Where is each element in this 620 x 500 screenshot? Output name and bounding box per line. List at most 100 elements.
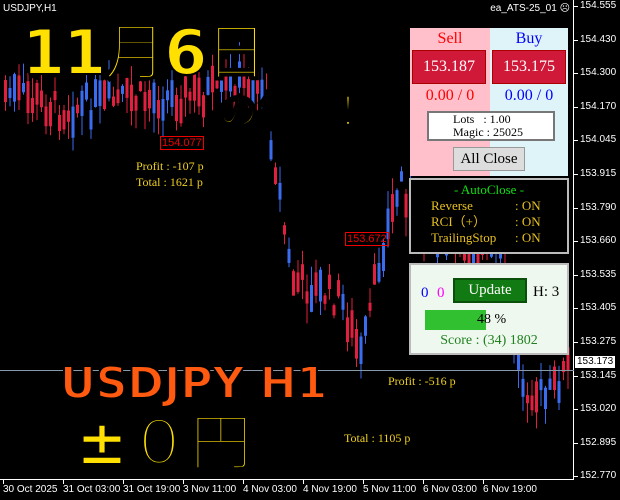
rci-value: : ON [515, 214, 541, 229]
sell-label: Sell [437, 30, 463, 47]
candle [553, 360, 556, 399]
candle [94, 73, 97, 108]
time-tick-label: 31 Oct 19:00 [123, 484, 181, 495]
candle [364, 315, 367, 344]
price-tick-label: 154.170 [580, 100, 617, 112]
price-tick-label: 153.145 [580, 369, 617, 381]
candle [530, 379, 534, 416]
time-tick-label: 4 Nov 03:00 [243, 484, 297, 495]
candle [242, 53, 246, 101]
candle [76, 97, 79, 118]
chart-symbol: USDJPY,H1 [3, 3, 57, 14]
candle [143, 81, 147, 130]
sell-button[interactable]: 153.187 [412, 50, 486, 84]
all-close-button[interactable]: All Close [453, 147, 525, 171]
candle [404, 189, 408, 237]
reverse-value: : ON [515, 198, 541, 213]
price-tick [574, 308, 578, 310]
candle [296, 260, 300, 294]
candle [346, 302, 349, 352]
candle [17, 64, 21, 111]
candle [62, 104, 66, 135]
magic-text: Magic : 25025 [453, 125, 523, 139]
price-tick-label: 154.430 [580, 33, 617, 45]
candle [89, 98, 93, 139]
candle [44, 94, 48, 135]
candle [152, 73, 156, 133]
time-tick [483, 480, 484, 484]
candle [337, 273, 340, 299]
candle [85, 73, 88, 102]
candle [526, 382, 529, 423]
time-tick [423, 480, 424, 484]
candle [215, 62, 219, 89]
candle [139, 75, 142, 92]
candle [557, 365, 561, 410]
candle [562, 357, 565, 381]
price-label: 153.672 [345, 232, 389, 246]
candle [8, 76, 12, 107]
candle [310, 266, 313, 313]
time-tick [303, 480, 304, 484]
buy-button[interactable]: 153.175 [492, 50, 566, 84]
price-tick [574, 241, 578, 243]
candle [35, 79, 39, 121]
overlay-result: の結果！ [217, 89, 379, 135]
candle [112, 86, 115, 108]
candle [269, 131, 273, 162]
price-tick [574, 140, 578, 142]
candle [121, 84, 124, 102]
price-tick [574, 174, 578, 175]
trailingstop-label: TrailingStop [431, 230, 497, 245]
price-tick [574, 274, 578, 276]
candle [193, 56, 196, 113]
candle [49, 97, 52, 136]
time-tick [363, 480, 364, 484]
candle [206, 70, 210, 96]
price-tick-label: 153.915 [580, 168, 617, 179]
autoclose-title: - AutoClose - [453, 182, 525, 197]
candle [247, 67, 250, 108]
price-tick-label: 154.300 [580, 67, 617, 79]
trailingstop-value: : ON [515, 230, 541, 245]
total-text: Total : 1621 p [136, 175, 203, 189]
candle [319, 266, 322, 316]
price-tick-label: 153.020 [580, 403, 617, 415]
progress-text: 48 % [477, 312, 507, 327]
price-tick [574, 39, 578, 41]
candle [103, 79, 106, 111]
candle [157, 86, 160, 135]
candle [40, 71, 43, 113]
candle [238, 42, 241, 94]
progress-bar: 48 % [425, 310, 553, 330]
candle [359, 332, 363, 379]
candle [130, 66, 133, 126]
candle [341, 284, 345, 321]
candle [521, 364, 525, 411]
candle [368, 288, 372, 318]
candle [373, 253, 376, 285]
candle [107, 60, 111, 102]
candle [98, 67, 102, 124]
time-tick [63, 480, 64, 484]
candle [161, 86, 165, 138]
count-magenta: 0 [437, 285, 445, 301]
candle [197, 70, 201, 115]
candle [170, 70, 174, 116]
overlay-date: 11月6日 [21, 16, 268, 89]
candle [332, 303, 336, 319]
candle [292, 269, 295, 296]
rci-label: RCI（+） [431, 214, 487, 229]
candle [274, 162, 277, 185]
update-button[interactable]: Update [453, 278, 527, 303]
price-tick-label: 153.790 [580, 201, 617, 213]
candle [395, 188, 399, 216]
candle [184, 75, 187, 117]
candle [125, 77, 129, 114]
price-tick-label: 154.045 [580, 134, 617, 146]
candle [179, 85, 183, 127]
buy-pl: 0.00 / 0 [504, 87, 554, 104]
candle [314, 259, 318, 304]
candle [211, 54, 214, 111]
time-tick [123, 480, 124, 484]
